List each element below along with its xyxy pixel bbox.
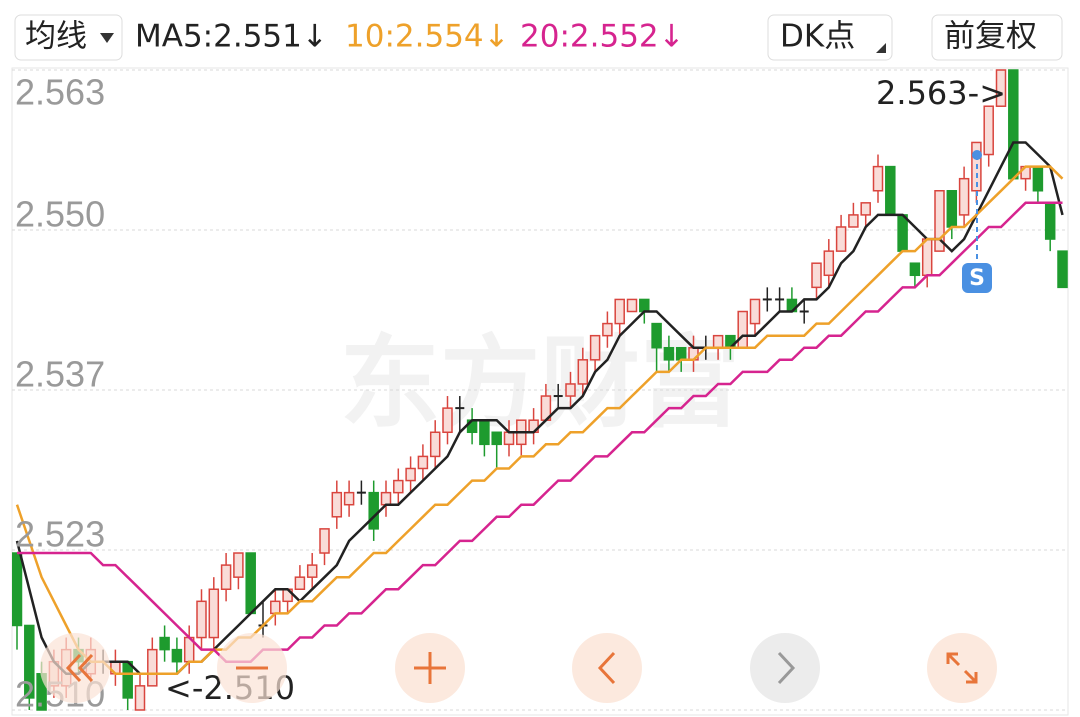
candle-body <box>134 685 146 711</box>
dk-label[interactable]: DK点 <box>780 19 855 55</box>
candle-body <box>122 660 133 699</box>
ma-menu-label[interactable]: 均线 <box>25 19 87 55</box>
candle-body <box>823 250 835 277</box>
plus-icon <box>414 652 446 684</box>
y-tick-label: 2.523 <box>15 514 105 555</box>
candle-body <box>220 564 232 590</box>
candle-body <box>270 600 281 615</box>
ma-menu-button[interactable] <box>14 14 123 61</box>
candle-body <box>380 491 392 506</box>
moving-average-line <box>17 201 1063 663</box>
candle-body <box>663 346 675 361</box>
signal-badge[interactable] <box>962 263 992 293</box>
adjust-label[interactable]: 前复权 <box>944 19 1037 55</box>
candle-body <box>233 552 244 578</box>
candle-body <box>1032 165 1044 192</box>
candle-body <box>171 648 183 663</box>
rewind-button[interactable] <box>40 633 110 703</box>
moving-average-line <box>15 165 1064 676</box>
candle-body <box>393 479 404 494</box>
candle-body <box>196 600 207 639</box>
candle-body <box>639 298 650 313</box>
candle-body <box>860 202 871 216</box>
dk-button[interactable] <box>767 14 893 61</box>
candle-body <box>885 165 896 216</box>
candle-body <box>208 588 220 639</box>
prev-icon <box>597 651 616 685</box>
candle-body <box>589 334 601 361</box>
candle-body <box>737 310 748 349</box>
candle-body <box>848 214 859 228</box>
candle-body <box>995 69 1007 107</box>
candle-body <box>565 383 576 397</box>
next-button[interactable] <box>750 633 820 703</box>
candle-body <box>331 491 343 518</box>
candle-body <box>417 455 429 470</box>
candle-body <box>946 190 958 228</box>
candle-body <box>835 226 847 252</box>
candle-body <box>442 407 453 434</box>
candle-body <box>245 552 256 615</box>
rewind-icon <box>65 653 94 683</box>
candle-body <box>491 431 502 446</box>
toolbar: 均线 DK点 前复权 <box>14 14 1063 61</box>
candle-body <box>405 467 416 482</box>
candle-body <box>429 431 441 458</box>
candle-body <box>577 359 589 385</box>
candle-body <box>934 190 945 252</box>
y-tick-label: 2.537 <box>15 354 105 395</box>
legend-entry: MA5:2.551↓ <box>135 19 328 55</box>
high-annotation: 2.563-> <box>876 74 1006 112</box>
legend-entry: 10:2.554↓ <box>345 19 510 55</box>
fullscreen-button[interactable] <box>927 633 997 703</box>
candle-body <box>872 165 884 192</box>
candle-body <box>24 624 35 699</box>
candle-body <box>626 298 638 313</box>
candle-body <box>503 431 515 446</box>
candle-body <box>897 214 908 252</box>
signal-label[interactable]: S <box>969 266 985 291</box>
candle-body <box>294 576 306 590</box>
candle-body <box>909 262 921 277</box>
candle-body <box>614 298 625 325</box>
prev-button[interactable] <box>572 633 642 703</box>
signal-marker: S <box>962 150 992 293</box>
watermark: 东方财富 <box>340 324 740 441</box>
y-tick-label: 2.550 <box>15 194 105 235</box>
dropdown-arrow <box>100 33 114 43</box>
candle-body <box>147 648 158 687</box>
candle-body <box>368 491 379 530</box>
candle-body <box>983 105 994 156</box>
fullscreen-icon <box>946 652 978 684</box>
candle-body <box>343 491 355 506</box>
candle-body <box>675 346 687 361</box>
candle-body <box>12 552 23 627</box>
candle-body <box>306 564 318 578</box>
candle-body <box>811 262 822 289</box>
candle-body <box>921 238 933 277</box>
candle-body <box>602 322 613 337</box>
candle-body <box>1008 69 1019 180</box>
legend-entry: 20:2.552↓ <box>520 19 685 55</box>
adjust-button[interactable] <box>931 14 1063 61</box>
candle-body <box>479 419 490 446</box>
next-icon <box>777 651 796 685</box>
candle-body <box>651 322 662 349</box>
candle-body <box>159 636 170 651</box>
y-tick-label: 2.563 <box>15 72 105 113</box>
candle-body <box>958 177 970 216</box>
corner-arrow <box>876 43 886 53</box>
control-buttons <box>40 633 997 703</box>
candle-body <box>1044 202 1056 240</box>
candle-body <box>712 334 724 349</box>
candle-body <box>319 528 330 554</box>
candle-body <box>1057 250 1068 289</box>
signal-dot <box>972 150 982 160</box>
candle-body <box>749 298 761 325</box>
